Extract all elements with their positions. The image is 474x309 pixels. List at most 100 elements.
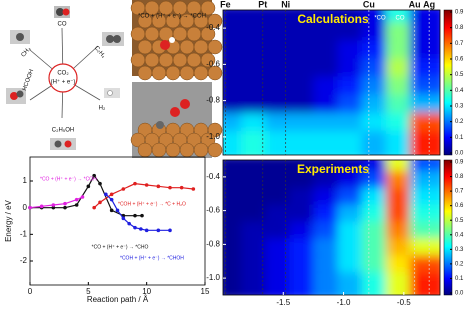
data-point (63, 201, 67, 206)
colorbar-label: 0.5 (455, 218, 464, 224)
product-label: C₂H₄ (93, 45, 107, 60)
x-tick-label: 10 (142, 287, 151, 296)
x-tick-label: 0 (28, 287, 33, 296)
atom (193, 39, 209, 55)
colorbar-label: 0.0 (455, 151, 464, 157)
data-point (98, 181, 102, 186)
atom (144, 52, 160, 68)
atom (137, 39, 153, 55)
surface-images (130, 0, 223, 158)
y-tick-label: -0.6 (206, 206, 220, 215)
series-line (30, 174, 142, 217)
data-point (121, 187, 126, 191)
data-point (168, 185, 172, 190)
data-point (109, 208, 114, 213)
data-point (156, 184, 161, 189)
x-tick-label: -0.5 (397, 298, 411, 307)
product-label: C₂H₅OH (52, 128, 74, 134)
colorbar-label: 0.2 (455, 261, 464, 267)
atom (186, 52, 202, 68)
colorbar (443, 159, 453, 296)
atom (165, 65, 181, 81)
plot-frame (29, 156, 206, 286)
atom (207, 65, 223, 81)
atom (179, 65, 195, 81)
y-tick-label: -1 (20, 229, 28, 238)
product-label: CH₄ (21, 46, 33, 59)
atom (207, 142, 223, 158)
center-label: CO₂ (57, 71, 69, 77)
data-point (28, 205, 32, 210)
element-label: Fe (220, 0, 231, 9)
colorbar-label: 0.4 (455, 232, 464, 238)
element-label: Pt (258, 0, 267, 9)
colorbar-label: 0.6 (455, 203, 464, 209)
atom (200, 132, 216, 148)
data-point (109, 197, 114, 202)
colorbar-label: 0.6 (455, 57, 464, 63)
element-label: Ni (281, 0, 290, 9)
atom (158, 52, 174, 68)
y-tick-label: 0 (23, 203, 28, 212)
data-point (92, 173, 96, 178)
atom (130, 26, 146, 42)
plot-frame (222, 159, 441, 296)
x-tick-label: 5 (86, 287, 91, 296)
y-tick-label: -0.6 (206, 59, 220, 68)
data-point (74, 203, 79, 207)
atom (144, 26, 160, 42)
colorbar-label: 0.3 (455, 247, 464, 253)
heat-cell (409, 130, 440, 155)
data-point (63, 205, 67, 210)
y-tick-label: -0.4 (206, 172, 220, 181)
atom (130, 52, 146, 68)
data-point (109, 192, 114, 197)
atom (200, 52, 216, 68)
data-point (80, 195, 85, 199)
y-tick-label: -0.4 (206, 23, 220, 32)
atom (151, 142, 167, 158)
atom (165, 142, 181, 158)
product-label: HCOOH (22, 69, 35, 92)
heatmap-clip (223, 10, 440, 155)
series-label: *COH + (H⁺ + e⁻) → *C + H₂O (118, 201, 186, 207)
map-title: Experiments (297, 162, 369, 176)
data-point (86, 184, 91, 189)
series-label: *CO + (H⁺ + e⁻) → *CHO (92, 244, 149, 250)
colorbar-label: 0.8 (455, 25, 464, 31)
data-point (92, 205, 96, 210)
data-point (168, 228, 172, 233)
atom (172, 26, 188, 42)
data-point (104, 192, 108, 197)
data-point (98, 200, 102, 205)
series-line (105, 193, 170, 231)
atom (207, 122, 223, 138)
atom (207, 39, 223, 55)
atom (200, 26, 216, 42)
colorbar-label: 0.3 (455, 104, 464, 110)
data-point (127, 221, 131, 226)
y-tick-label: -1.0 (206, 273, 220, 282)
annotation: CO (396, 16, 405, 22)
data-point (139, 227, 143, 231)
atom (193, 142, 209, 158)
data-point (51, 205, 56, 210)
center-label: (H⁺ + e⁻) (51, 79, 76, 86)
data-point (144, 183, 149, 187)
data-point (115, 208, 120, 213)
y-tick-label: 1 (23, 176, 28, 185)
data-point (140, 213, 144, 218)
data-point (156, 228, 161, 233)
x-tick-label: -1.5 (276, 298, 290, 307)
element-label: Cu (363, 0, 375, 9)
y-axis-label: Energy / eV (4, 199, 13, 241)
y-tick-label: -0.8 (206, 239, 220, 248)
atom (137, 142, 153, 158)
data-point (144, 228, 149, 233)
colorbar-label: 0.7 (455, 41, 464, 47)
product-label: H₂ (99, 106, 106, 112)
image-caption: *CO + (H⁺ + e⁻) → *COH (138, 13, 206, 20)
series-line (93, 183, 194, 209)
colorbar-label: 0.0 (455, 291, 464, 297)
map-title: Calculations (297, 12, 369, 26)
